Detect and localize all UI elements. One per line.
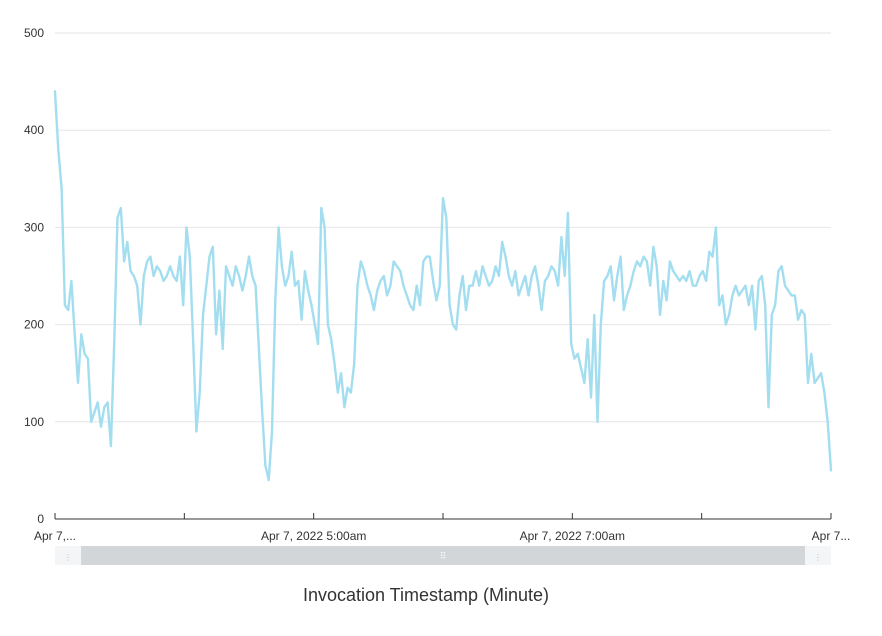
scrollbar-right-handle[interactable] — [805, 546, 831, 565]
y-tick-label: 100 — [24, 415, 44, 429]
y-tick-label: 200 — [24, 318, 44, 332]
series-line-0 — [53, 90, 833, 482]
scrollbar-left-handle[interactable] — [55, 546, 81, 565]
series-layer — [53, 90, 833, 482]
right-grip-icon: ⋮ — [814, 553, 822, 562]
scrollbar-thumb[interactable] — [81, 546, 805, 565]
y-tick-label: 400 — [24, 123, 44, 137]
grip-icon: ⠿ — [440, 551, 447, 561]
x-tick-label: Apr 7... — [812, 529, 851, 543]
y-tick-label: 300 — [24, 220, 44, 234]
x-axis-title: Invocation Timestamp (Minute) — [303, 585, 549, 605]
x-axis-ticks: Apr 7,... Apr 7, 2022 5:00am Apr 7, 2022 7… — [34, 513, 850, 543]
x-tick-label: Apr 7, 2022 7:00am — [520, 529, 625, 543]
x-tick-label: Apr 7, 2022 5:00am — [261, 529, 366, 543]
x-tick-label: Apr 7,... — [34, 529, 76, 543]
y-tick-label: 500 — [24, 26, 44, 40]
left-grip-icon: ⋮ — [64, 553, 72, 562]
range-scrollbar[interactable]: ⋮ ⠿ ⋮ — [55, 546, 831, 565]
y-axis-ticks: 0 100 200 300 400 500 — [24, 26, 44, 526]
y-tick-label: 0 — [37, 512, 44, 526]
